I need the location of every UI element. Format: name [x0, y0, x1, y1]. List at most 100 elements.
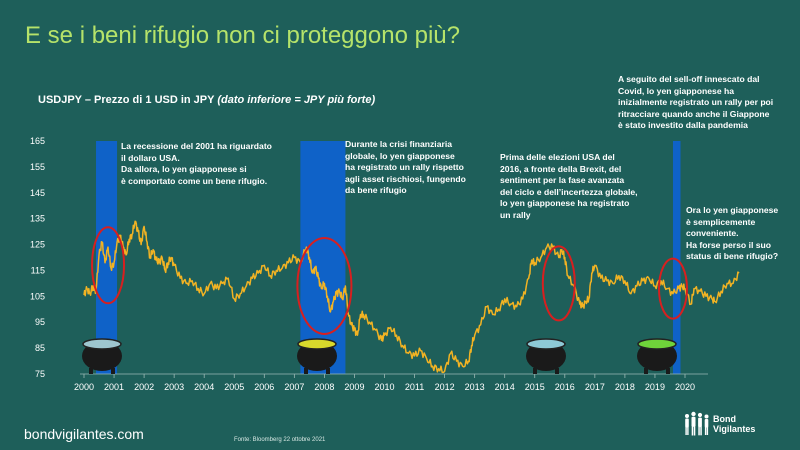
website-link[interactable]: bondvigilantes.com — [24, 426, 144, 442]
annotation-line: ritracciare quando anche il Giappone — [618, 108, 770, 119]
slide-title: E se i beni rifugio non ci proteggono pi… — [25, 22, 460, 49]
annotation-line: globale, lo yen giapponese — [345, 150, 455, 161]
annotation-2001: La recessione del 2001 ha riguardato il … — [121, 141, 272, 187]
x-tick-label: 2004 — [194, 382, 214, 392]
logo-line1: Bond — [713, 414, 736, 424]
y-tick-label: 145 — [30, 188, 45, 198]
highlight-circles — [91, 226, 688, 335]
shaded-band — [300, 141, 346, 374]
annotation-now: Ora lo yen giapponese è semplicemente co… — [686, 205, 778, 263]
annotation-line: lo yen giapponese ha registrato — [500, 198, 630, 209]
subtitle-note: (dato inferiore = JPY più forte) — [217, 94, 376, 106]
cauldron-leg — [304, 368, 308, 374]
cauldron-leg — [555, 368, 559, 374]
y-tick-label: 105 — [30, 291, 45, 301]
x-axis: 2000 2001 2002 2003 2004 2005 2006 2007 2008 2009… — [74, 374, 695, 392]
annotation-line: Ora lo yen giapponese — [686, 205, 779, 215]
annotation-line: status di bene rifugio? — [686, 251, 779, 262]
x-tick-label: 2015 — [525, 382, 545, 392]
source-note: Fonte: Bloomberg 22 ottobre 2021 — [234, 437, 326, 443]
annotation-line: da bene rifugio — [345, 185, 407, 196]
annotation-2016: Prima delle elezioni USA del 2016, a fro… — [500, 152, 638, 222]
shaded-band — [672, 141, 681, 374]
y-tick-label: 135 — [30, 214, 45, 224]
x-tick-label: 2001 — [104, 382, 124, 392]
x-tick-label: 2020 — [675, 382, 695, 392]
x-tick-label: 2005 — [224, 382, 244, 392]
x-tick-label: 2009 — [344, 382, 364, 392]
cauldron-leg — [533, 368, 537, 374]
annotation-line: Da allora, lo yen giapponese si — [121, 164, 247, 175]
x-tick-label: 2011 — [405, 382, 424, 392]
logo-text: Bond Vigilantes — [713, 414, 755, 434]
annotation-line: del ciclo e dell’incertezza globale, — [500, 186, 638, 197]
bond-vigilantes-logo: Bond Vigilantes — [683, 410, 783, 442]
y-tick-label: 115 — [31, 265, 45, 275]
logo-line2: Vigilantes — [713, 424, 756, 434]
x-tick-label: 2014 — [495, 382, 515, 392]
annotation-line: un rally — [500, 209, 531, 220]
x-tick-label: 2010 — [374, 382, 394, 392]
annotation-line: La recessione del 2001 ha riguardato — [121, 141, 272, 151]
highlight-circle — [296, 236, 353, 335]
annotation-line: è comportato come un bene rifugio. — [121, 175, 268, 186]
x-tick-label: 2016 — [555, 382, 575, 392]
cauldron-potion — [82, 338, 122, 350]
y-tick-label: 85 — [35, 343, 45, 353]
cauldron-potion — [637, 338, 677, 350]
usdjpy-line — [83, 220, 740, 374]
annotation-line: ha registrato un rally rispetto — [345, 162, 464, 173]
cauldron-icon — [526, 338, 566, 374]
x-tick-label: 2002 — [134, 382, 154, 392]
cauldron-icons — [82, 338, 677, 374]
x-tick-label: 2003 — [164, 382, 184, 392]
y-tick-label: 165 — [30, 136, 45, 146]
y-tick-label: 95 — [35, 317, 45, 327]
annotation-line: è semplicemente — [686, 216, 756, 227]
cauldron-leg — [111, 368, 115, 374]
cauldron-icon — [297, 338, 337, 374]
annotation-line: A seguito del sell-off innescato dal — [618, 74, 760, 84]
y-axis: 75 85 95 105 115 125 135 145 155 165 — [30, 136, 45, 379]
x-tick-label: 2007 — [284, 382, 304, 392]
annotation-line: 2016, a fronte della Brexit, del — [500, 163, 622, 174]
cauldron-icon — [637, 338, 677, 374]
cauldron-leg — [644, 368, 648, 374]
chart-subtitle: USDJPY – Prezzo di 1 USD in JPY (dato in… — [38, 94, 375, 106]
x-tick-label: 2012 — [435, 382, 455, 392]
annotation-line: Durante la crisi finanziaria — [345, 139, 452, 149]
annotation-line: agli asset rischiosi, fungendo — [345, 173, 466, 184]
cauldron-potion — [297, 338, 337, 350]
cauldron-leg — [666, 368, 670, 374]
annotation-covid: A seguito del sell-off innescato dal Cov… — [618, 74, 773, 132]
y-tick-label: 155 — [30, 162, 45, 172]
annotation-line: è stato investito dalla pandemia — [618, 120, 748, 131]
y-tick-label: 125 — [30, 240, 45, 250]
highlight-circle — [541, 245, 576, 322]
cauldron-leg — [89, 368, 93, 374]
annotation-line: Prima delle elezioni USA del — [500, 152, 615, 162]
annotation-line: inizialmente registrato un rally per poi — [618, 97, 774, 108]
x-tick-label: 2008 — [314, 382, 334, 392]
annotation-line: sentiment per la fase avanzata — [500, 175, 625, 186]
highlight-circle — [657, 257, 688, 320]
cauldron-icon — [82, 338, 122, 374]
annotation-line: il dollaro USA. — [121, 152, 180, 163]
cauldron-potion — [526, 338, 566, 350]
people-icon — [685, 411, 709, 436]
annotation-line: conveniente. — [686, 228, 739, 239]
annotation-2008: Durante la crisi finanziaria globale, lo… — [345, 139, 466, 197]
annotation-line: Ha forse perso il suo — [686, 239, 772, 250]
x-tick-label: 2017 — [585, 382, 605, 392]
x-tick-label: 2018 — [615, 382, 635, 392]
y-tick-label: 75 — [35, 369, 45, 379]
x-tick-label: 2013 — [465, 382, 485, 392]
highlight-circle — [91, 226, 126, 305]
x-tick-label: 2019 — [645, 382, 665, 392]
x-tick-label: 2006 — [254, 382, 274, 392]
subtitle-main: USDJPY – Prezzo di 1 USD in JPY — [38, 94, 218, 106]
cauldron-leg — [326, 368, 330, 374]
x-tick-label: 2000 — [74, 382, 94, 392]
annotation-line: Covid, lo yen giapponese ha — [618, 85, 735, 96]
